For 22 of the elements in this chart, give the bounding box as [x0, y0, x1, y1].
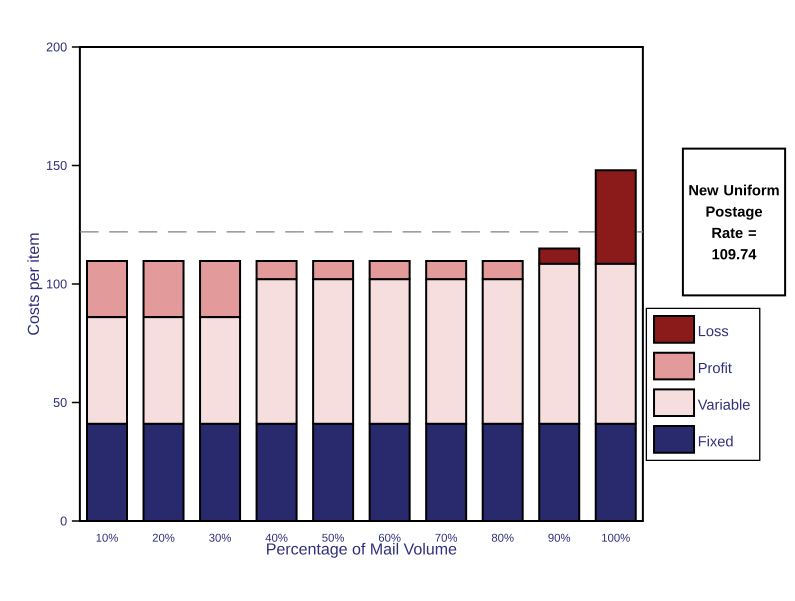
x-tick-label: 50%: [322, 534, 344, 542]
x-tick-label: 40%: [265, 534, 288, 542]
x-tick-label: 70%: [435, 534, 458, 542]
x-tick-label: 100%: [602, 534, 630, 542]
legend-label: Loss: [698, 326, 728, 336]
legend-label: Profit: [698, 362, 732, 374]
legend-label: Fixed: [698, 436, 733, 446]
y-tick-label: 0: [60, 516, 67, 526]
x-tick-label: 90%: [548, 534, 570, 542]
x-axis-title: Percentage of Mail Volume: [267, 542, 456, 558]
text: New Uniform Postage Rate = 109.74: [689, 184, 779, 260]
x-tick-label: 60%: [378, 534, 401, 542]
legend-label: Variable: [698, 399, 750, 410]
x-tick-label: 10%: [96, 534, 118, 542]
y-tick-label: 150: [46, 161, 67, 170]
x-tick-label: 20%: [152, 534, 174, 542]
x-tick-label: 30%: [209, 534, 231, 542]
x-tick-label: 80%: [492, 534, 514, 542]
y-tick-label: 100: [46, 280, 67, 288]
y-axis-title: Costs per item: [27, 234, 42, 335]
y-tick-label: 200: [46, 42, 67, 52]
y-tick-label: 50: [54, 398, 67, 407]
